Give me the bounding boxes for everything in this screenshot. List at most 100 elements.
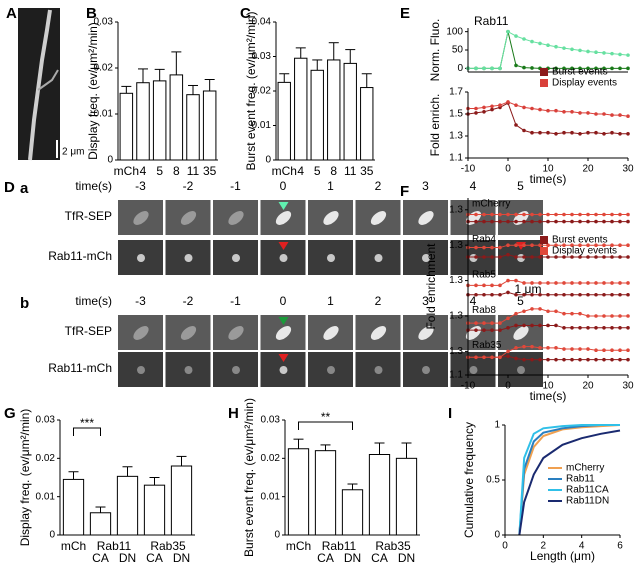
data-point	[522, 357, 526, 362]
y-axis-label: Cumulative frequency	[462, 422, 476, 538]
image-spot	[184, 366, 193, 374]
image-spot	[279, 254, 288, 262]
data-point	[546, 212, 550, 217]
panel-label: E	[400, 5, 410, 22]
data-point	[562, 292, 566, 297]
data-point	[586, 357, 590, 362]
sub-label: a	[20, 180, 29, 197]
y-tick-label: 0.03	[36, 415, 56, 426]
x-tick-label: 10	[542, 164, 554, 175]
y-axis-label: Display freq. (ev/μm²/min)	[86, 22, 100, 160]
data-point	[594, 219, 598, 224]
x-tick-label: 30	[622, 381, 634, 392]
data-point	[490, 283, 494, 288]
x-tick-label: 8	[330, 164, 337, 178]
data-point	[506, 326, 510, 330]
image-spot	[469, 366, 478, 374]
data-point	[594, 130, 598, 135]
data-point	[482, 255, 486, 259]
y-tick-label: 0	[457, 63, 463, 74]
image-spot	[370, 211, 387, 225]
data-point	[554, 346, 558, 350]
data-point	[474, 292, 478, 297]
x-tick-label: CA	[146, 551, 163, 565]
data-point	[602, 292, 606, 297]
image-spot	[137, 254, 145, 262]
data-point	[506, 278, 510, 283]
data-point	[538, 41, 542, 46]
data-point	[538, 130, 542, 135]
data-point	[546, 323, 550, 328]
data-point	[498, 292, 502, 297]
y-tick-label: 100	[446, 26, 463, 37]
data-point	[530, 130, 534, 135]
panel-label: B	[86, 5, 97, 22]
data-point	[546, 255, 550, 259]
data-point	[610, 314, 614, 318]
bar	[327, 59, 341, 161]
data-point	[530, 281, 534, 285]
data-point	[578, 111, 582, 115]
panel-name: mCherry	[472, 199, 510, 210]
data-point	[546, 309, 550, 314]
data-point	[594, 348, 598, 353]
bar	[277, 81, 291, 161]
data-point	[554, 108, 558, 113]
y-tick-label: 1.5	[449, 109, 463, 120]
x-axis-label: Length (μm)	[530, 549, 595, 563]
image-spot	[133, 211, 149, 225]
arrow	[278, 317, 289, 325]
data-point	[610, 326, 614, 330]
data-point	[594, 50, 598, 54]
x-tick-label: 35	[203, 164, 217, 178]
data-point	[522, 281, 526, 285]
data-point	[546, 281, 550, 285]
data-point	[610, 130, 614, 135]
data-point	[514, 278, 518, 283]
data-point	[554, 281, 558, 285]
chart-title: Rab11	[474, 14, 509, 28]
y-axis-label: Fold enrich.	[428, 94, 442, 157]
data-point	[594, 326, 598, 330]
bar	[169, 74, 184, 161]
data-point	[554, 357, 558, 362]
data-point	[522, 37, 526, 41]
data-point	[570, 255, 574, 259]
data-point	[522, 309, 526, 314]
legend-swatch	[540, 68, 548, 76]
x-tick-label: 2	[541, 541, 547, 552]
data-point	[474, 255, 478, 259]
bar	[202, 90, 217, 161]
image-spot	[323, 211, 339, 225]
arrow	[278, 354, 289, 362]
y-tick-label: 0.5	[486, 475, 500, 486]
data-point	[482, 292, 486, 297]
x-tick-label: 4	[140, 164, 147, 178]
time-tick: -2	[183, 179, 194, 193]
data-point	[538, 307, 542, 311]
data-point	[506, 243, 510, 247]
data-point	[538, 219, 542, 224]
legend-label: Display events	[552, 246, 617, 257]
y-tick-label: 1.3	[449, 240, 463, 251]
data-point	[514, 356, 518, 361]
scale-bar-label: 2 μm	[62, 147, 84, 158]
y-tick-label: 1	[494, 420, 500, 431]
data-point	[578, 219, 582, 224]
x-tick-label: 11	[187, 164, 200, 178]
y-axis-label: Burst event freq. (ev/μm²/min)	[242, 398, 256, 557]
data-point	[618, 326, 622, 330]
image-spot	[133, 326, 149, 340]
data-point	[506, 316, 510, 321]
data-point	[618, 243, 622, 247]
data-point	[538, 243, 542, 247]
data-point	[586, 314, 590, 318]
x-tick-label: 5	[156, 164, 163, 178]
significance-bracket	[298, 421, 353, 430]
data-point	[514, 212, 518, 217]
data-point	[586, 255, 590, 259]
data-point	[498, 212, 502, 217]
x-tick-label: -10	[461, 164, 476, 175]
data-point	[506, 290, 510, 295]
data-point	[562, 326, 566, 330]
